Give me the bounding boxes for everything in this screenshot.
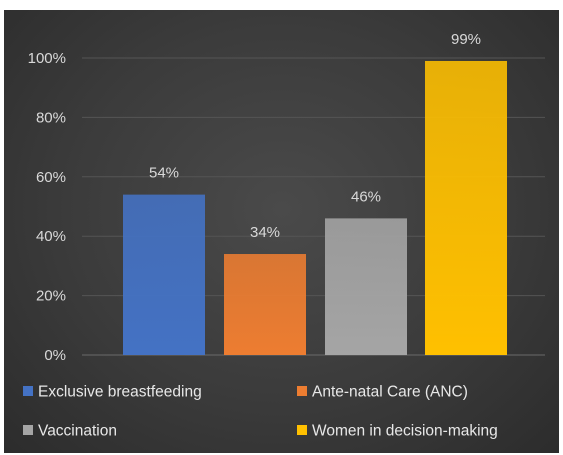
y-tick-label-100: 100% [28, 50, 66, 67]
legend-label-2: Ante-natal Care (ANC) [312, 384, 468, 401]
bar-3 [325, 218, 407, 355]
y-tick-label-40: 40% [36, 228, 66, 245]
legend-swatch-4 [297, 425, 307, 435]
data-label-3: 46% [351, 188, 381, 205]
y-tick-label-0: 0% [44, 347, 66, 364]
bar-1 [123, 194, 205, 355]
bar-2 [224, 254, 306, 355]
bar-4 [425, 60, 507, 355]
legend-label-3: Vaccination [38, 423, 117, 440]
data-label-1: 54% [149, 165, 179, 182]
data-label-2: 34% [250, 224, 280, 241]
data-label-4: 99% [451, 31, 481, 48]
legend-swatch-1 [23, 386, 33, 396]
y-tick-label-20: 20% [36, 288, 66, 305]
legend-swatch-2 [297, 386, 307, 396]
y-tick-label-60: 60% [36, 169, 66, 186]
legend-label-1: Exclusive breastfeeding [38, 384, 202, 401]
y-tick-label-80: 80% [36, 109, 66, 126]
legend-swatch-3 [23, 425, 33, 435]
legend-label-4: Women in decision-making [312, 423, 498, 440]
